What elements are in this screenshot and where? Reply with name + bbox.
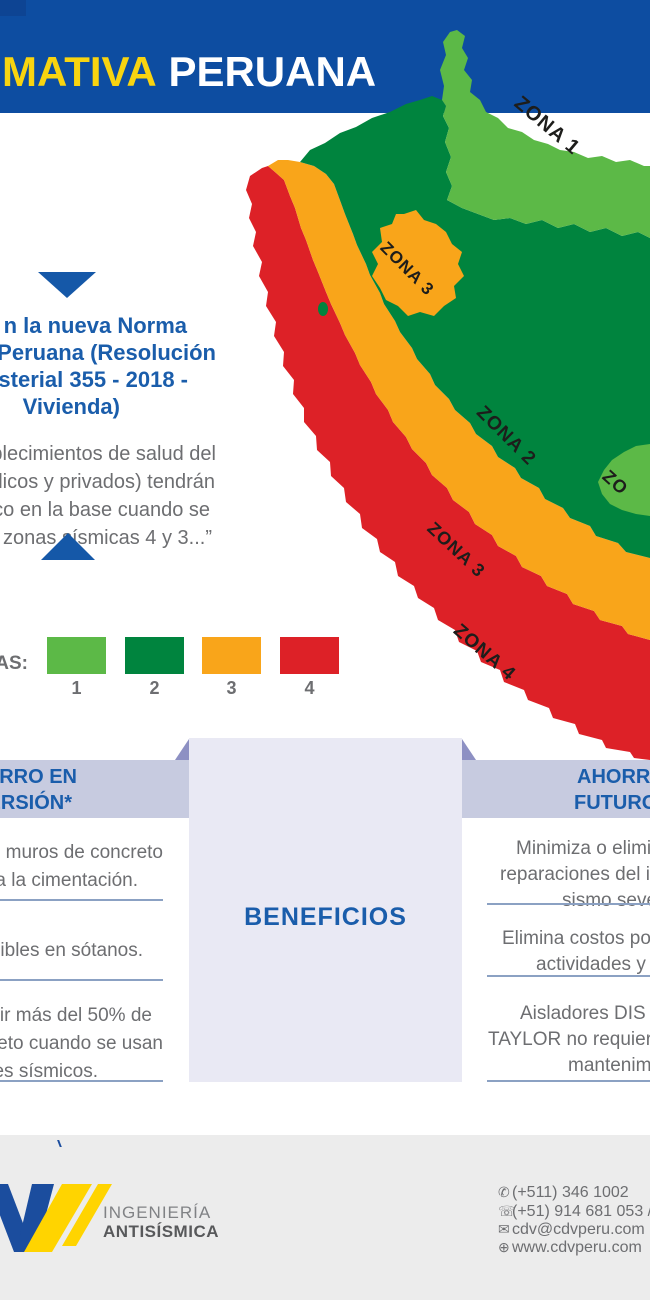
contact-email-text: cdv@cdvperu.com	[512, 1221, 645, 1238]
legend-swatch-zone2	[125, 637, 184, 674]
cdv-logo	[57, 1140, 62, 1148]
page-title-right: PERUANA	[168, 48, 377, 95]
contact-phone: ✆ (+511) 346 1002	[498, 1184, 629, 1202]
legend-number: 4	[304, 678, 315, 698]
triangle-down-icon	[38, 272, 96, 298]
benefit-left-line: nuir más del 50% de	[0, 1005, 152, 1026]
norm-paragraph-line: n en las zonas sísmicas 4 y 3...”	[0, 527, 212, 549]
legend-swatch-zone1	[47, 637, 106, 674]
legend-swatch-zone3	[202, 637, 261, 674]
future-savings-header-line: FUTURO	[574, 792, 650, 814]
benefit-left-line: d de muros de concreto	[0, 842, 163, 863]
cdv-logo-mark	[0, 1184, 112, 1252]
zone3-enclave-region	[372, 210, 464, 316]
contact-website-text: www.cdvperu.com	[512, 1239, 642, 1256]
benefit-right-line: Minimiza o elimina	[516, 838, 650, 859]
zone1-region	[440, 30, 650, 238]
divider	[487, 903, 650, 905]
brand-line-2: ANTISÍSMICA	[103, 1222, 219, 1241]
divider	[487, 975, 650, 977]
savings-header-line: ERSIÓN*	[0, 792, 72, 814]
contact-whatsapp: ☏(+51) 914 681 053 / (	[498, 1203, 650, 1221]
benefit-left-line: endibles en sótanos.	[0, 940, 143, 961]
logo-yellow-slash-1	[24, 1184, 92, 1252]
logo-blue-arm-right	[16, 1184, 54, 1252]
logo-yellow-slash-2	[62, 1184, 112, 1246]
zone2-region	[300, 96, 650, 558]
email-icon: ✉	[498, 1221, 510, 1237]
benefit-right-line: TAYLOR no requieren	[488, 1029, 650, 1050]
norm-paragraph-line: d (públicos y privados) tendrán	[0, 471, 215, 493]
benefits-panel	[189, 738, 462, 1082]
zone1-enclave-region	[598, 444, 650, 516]
norm-paragraph-line: o sísmico en la base cuando se	[0, 499, 210, 521]
legend-swatch-zone4	[280, 637, 339, 674]
benefit-left-line: asta la cimentación.	[0, 870, 138, 891]
benefit-right-line: reparaciones del inm	[500, 864, 650, 885]
globe-icon: ⊕	[498, 1239, 510, 1255]
divider	[0, 899, 163, 901]
benefit-right-line: actividades y lucr	[536, 954, 650, 975]
future-savings-header-line: AHORR	[577, 766, 650, 788]
phone-icon: ✆	[498, 1184, 510, 1200]
norm-heading-line: n la nueva Norma	[3, 313, 187, 338]
benefit-left-line: ores sísmicos.	[0, 1061, 98, 1082]
zone4-region	[246, 166, 650, 760]
legend-number: 2	[149, 678, 160, 698]
norm-heading-line: Vivienda)	[22, 394, 120, 419]
legend-number: 1	[71, 678, 82, 698]
benefit-left-line: creto cuando se usan	[0, 1033, 163, 1054]
whatsapp-icon: ☏	[498, 1203, 516, 1219]
norm-paragraph-line: s establecimientos de salud del	[0, 443, 216, 465]
benefits-title: BENEFICIOS	[244, 903, 407, 931]
divider	[0, 1080, 163, 1082]
zone3-region	[268, 160, 650, 640]
contact-whatsapp-text: (+51) 914 681 053 / (	[512, 1203, 650, 1220]
norm-heading-line: Peruana (Resolución	[0, 340, 216, 365]
legend-number: 3	[226, 678, 237, 698]
divider	[487, 1080, 650, 1082]
legend-label: CAS:	[0, 653, 28, 674]
triangle-up-icon	[41, 533, 95, 560]
benefit-right-line: mantenimie	[568, 1055, 650, 1076]
header-band	[0, 0, 650, 113]
page-title-left: MATIVA	[2, 48, 157, 95]
benefit-right-line: Aisladores DIS y D	[520, 1003, 650, 1024]
contact-website: ⊕ www.cdvperu.com	[498, 1239, 642, 1257]
footer	[0, 1135, 650, 1300]
contact-phone-text: (+511) 346 1002	[512, 1184, 629, 1201]
peru-seismic-map	[246, 30, 650, 760]
norm-heading-line: sterial 355 - 2018 -	[0, 367, 188, 392]
divider	[0, 979, 163, 981]
benefit-right-line: Elimina costos por pa	[502, 928, 650, 949]
brand-line-1: INGENIERÍA	[103, 1203, 212, 1222]
zone2-islet	[318, 302, 328, 316]
benefit-right-line: sismo seve	[562, 890, 650, 911]
page-title: MATIVA PERUANA	[2, 48, 376, 96]
contact-email: ✉ cdv@cdvperu.com	[498, 1221, 645, 1239]
savings-header-line: ORRO EN	[0, 766, 77, 788]
header-corner-accent	[0, 0, 26, 16]
